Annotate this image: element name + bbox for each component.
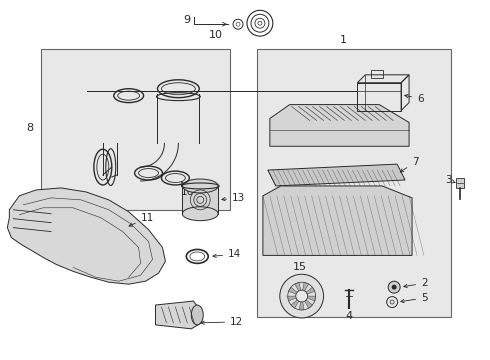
Polygon shape	[294, 282, 301, 291]
Text: 12: 12	[201, 317, 244, 327]
Polygon shape	[307, 296, 316, 301]
Text: 11: 11	[129, 213, 154, 226]
Bar	[456, 178, 464, 188]
Circle shape	[295, 290, 308, 302]
Text: 13: 13	[222, 193, 245, 203]
Polygon shape	[288, 296, 296, 301]
Polygon shape	[291, 300, 299, 308]
Text: 10: 10	[209, 30, 223, 40]
Text: 2: 2	[404, 278, 428, 288]
Polygon shape	[7, 188, 166, 284]
Text: 9: 9	[183, 15, 190, 25]
Text: 7: 7	[400, 157, 418, 172]
Text: 3: 3	[445, 175, 455, 185]
Circle shape	[280, 274, 323, 318]
Polygon shape	[289, 287, 297, 294]
Polygon shape	[182, 186, 218, 214]
Text: 16: 16	[180, 181, 194, 197]
Ellipse shape	[182, 207, 218, 221]
Text: 6: 6	[405, 94, 424, 104]
Text: 15: 15	[293, 262, 307, 272]
Polygon shape	[306, 287, 315, 294]
Bar	[371, 70, 383, 78]
Bar	[41, 49, 230, 210]
Polygon shape	[305, 300, 312, 308]
Bar	[257, 49, 451, 317]
Polygon shape	[155, 301, 201, 329]
Ellipse shape	[182, 179, 218, 193]
Text: 5: 5	[401, 293, 428, 303]
Text: 8: 8	[26, 123, 33, 134]
Circle shape	[388, 281, 400, 293]
Polygon shape	[263, 186, 412, 255]
Polygon shape	[270, 105, 409, 146]
Polygon shape	[299, 302, 304, 310]
Text: 14: 14	[213, 249, 242, 260]
Polygon shape	[303, 282, 309, 291]
Ellipse shape	[191, 305, 203, 325]
Circle shape	[392, 285, 396, 290]
Text: 1: 1	[340, 35, 347, 45]
Polygon shape	[268, 164, 405, 186]
Text: 4: 4	[346, 311, 353, 321]
